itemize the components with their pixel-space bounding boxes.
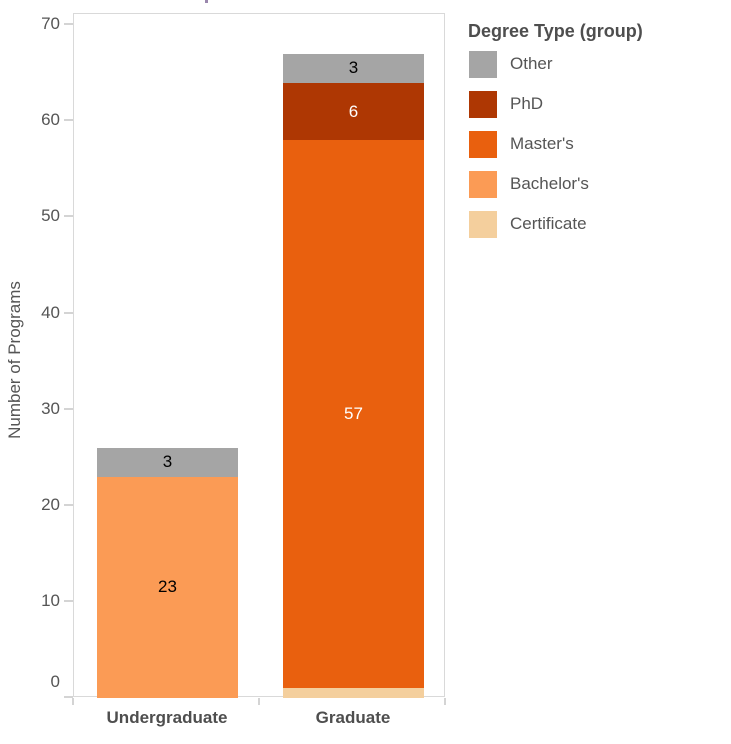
y-tick-mark (64, 312, 73, 314)
x-tick-mark (258, 698, 260, 705)
y-tick-mark (64, 600, 73, 602)
legend-swatch-certificate (469, 210, 497, 238)
legend-swatch-other (469, 50, 497, 78)
legend-swatch-bachelors (469, 170, 497, 198)
y-tick-mark (64, 696, 73, 698)
x-tick-mark (444, 698, 446, 705)
legend-item-masters[interactable]: Master's (469, 124, 589, 164)
y-tick-mark (64, 23, 73, 25)
x-category-label-graduate: Graduate (315, 708, 391, 727)
legend: Other PhD Master's Bachelor's Certificat… (469, 44, 589, 244)
legend-item-phd[interactable]: PhD (469, 84, 589, 124)
bar-segment-graduate-certificate[interactable] (283, 688, 424, 698)
y-tick-label-60: 60 (41, 110, 60, 129)
bar-segment-graduate-masters[interactable] (283, 140, 424, 689)
legend-item-label: Master's (510, 134, 574, 153)
y-tick-label-40: 40 (41, 303, 60, 322)
y-tick-mark (64, 119, 73, 121)
y-tick-label-50: 50 (41, 206, 60, 225)
legend-item-label: Certificate (510, 214, 587, 233)
legend-swatch-phd (469, 90, 497, 118)
y-axis-title: Number of Programs (5, 281, 24, 439)
y-tick-label-10: 10 (41, 591, 60, 610)
y-tick-label-20: 20 (41, 495, 60, 514)
legend-item-label: Bachelor's (510, 174, 589, 193)
clipped-title-artifact (205, 0, 208, 3)
y-tick-mark (64, 408, 73, 410)
y-tick-label-70: 70 (41, 14, 60, 33)
bar-segment-graduate-phd[interactable] (283, 82, 424, 141)
bar-segment-undergraduate-other[interactable] (97, 448, 238, 477)
legend-item-certificate[interactable]: Certificate (469, 204, 589, 244)
legend-title: Degree Type (group) (468, 21, 643, 41)
legend-item-label: PhD (510, 94, 544, 113)
x-category-label-undergraduate: Undergraduate (106, 708, 228, 727)
legend-item-bachelors[interactable]: Bachelor's (469, 164, 589, 204)
y-tick-label-30: 30 (41, 399, 60, 418)
plot-area: 23315763 (73, 13, 445, 698)
legend-item-other[interactable]: Other (469, 44, 589, 84)
bar-segment-undergraduate-bachelors[interactable] (97, 476, 238, 698)
bar-segment-graduate-other[interactable] (283, 53, 424, 83)
y-tick-label-0: 0 (50, 672, 60, 691)
legend-swatch-masters (469, 130, 497, 158)
x-tick-mark (72, 698, 74, 705)
y-tick-mark (64, 215, 73, 217)
y-tick-mark (64, 504, 73, 506)
legend-item-label: Other (510, 54, 553, 73)
